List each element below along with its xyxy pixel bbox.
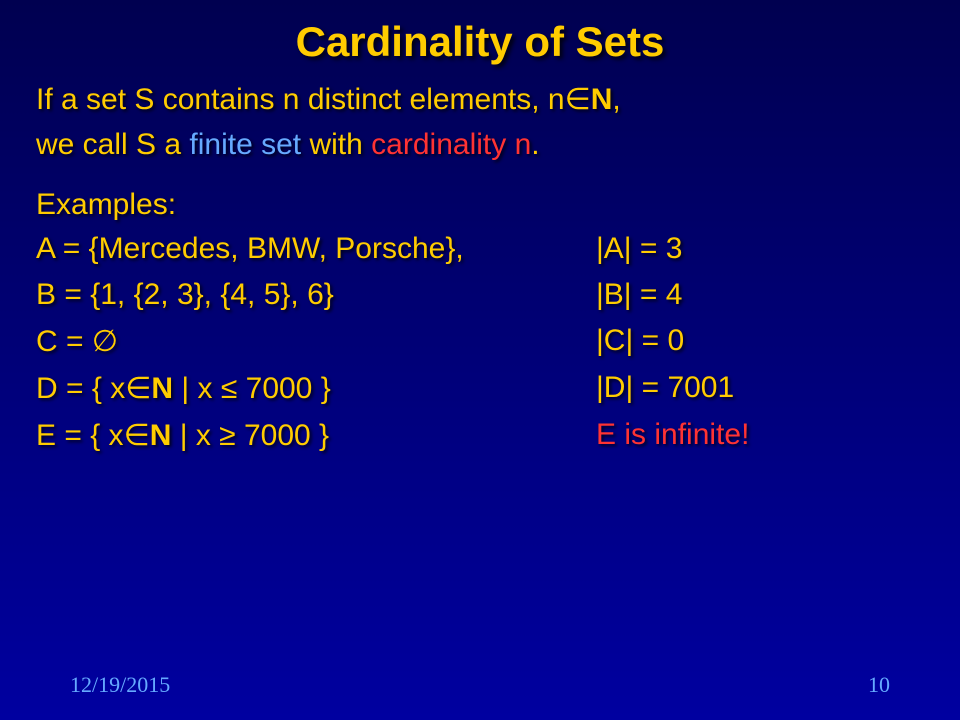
example-row-a: A = {Mercedes, BMW, Porsche}, |A| = 3 bbox=[36, 232, 924, 266]
def-part1: If a set S contains n distinct elements,… bbox=[36, 83, 565, 116]
def-finite-set: finite set bbox=[189, 128, 301, 161]
footer-page: 10 bbox=[868, 672, 890, 698]
examples-label: Examples: bbox=[36, 188, 924, 222]
example-d-right: |D| = 7001 bbox=[596, 371, 924, 406]
def-comma: , bbox=[612, 83, 620, 116]
def-in-symbol: ∈ bbox=[565, 83, 591, 116]
footer-date: 12/19/2015 bbox=[70, 672, 170, 698]
example-b-right: |B| = 4 bbox=[596, 278, 924, 312]
footer: 12/19/2015 10 bbox=[0, 672, 960, 698]
example-row-d: D = { x∈N | x ≤ 7000 } |D| = 7001 bbox=[36, 371, 924, 406]
e-suffix: | x ≥ 7000 } bbox=[171, 419, 329, 452]
d-N: N bbox=[151, 372, 173, 405]
example-e-left: E = { x∈N | x ≥ 7000 } bbox=[36, 418, 596, 453]
example-row-e: E = { x∈N | x ≥ 7000 } E is infinite! bbox=[36, 418, 924, 453]
d-prefix: D = { x bbox=[36, 372, 125, 405]
def-natN: N bbox=[591, 83, 613, 116]
d-suffix: | x ≤ 7000 } bbox=[173, 372, 331, 405]
example-c-left: C = ∅ bbox=[36, 324, 596, 359]
d-in: ∈ bbox=[125, 372, 151, 405]
e-in: ∈ bbox=[124, 419, 150, 452]
example-b-left: B = {1, {2, 3}, {4, 5}, 6} bbox=[36, 278, 596, 312]
example-row-c: C = ∅ |C| = 0 bbox=[36, 324, 924, 359]
example-a-right: |A| = 3 bbox=[596, 232, 924, 266]
example-c-right: |C| = 0 bbox=[596, 324, 924, 359]
definition-line-2: we call S a finite set with cardinality … bbox=[36, 125, 924, 164]
example-a-left: A = {Mercedes, BMW, Porsche}, bbox=[36, 232, 596, 266]
content-area: If a set S contains n distinct elements,… bbox=[0, 80, 960, 453]
example-e-right: E is infinite! bbox=[596, 418, 924, 453]
example-d-left: D = { x∈N | x ≤ 7000 } bbox=[36, 371, 596, 406]
example-row-b: B = {1, {2, 3}, {4, 5}, 6} |B| = 4 bbox=[36, 278, 924, 312]
def-period: . bbox=[531, 128, 539, 161]
def-part2a: we call S a bbox=[36, 128, 189, 161]
e-prefix: E = { x bbox=[36, 419, 124, 452]
def-cardinality-n: cardinality n bbox=[371, 128, 531, 161]
slide-title: Cardinality of Sets bbox=[0, 0, 960, 80]
e-N: N bbox=[150, 419, 172, 452]
def-with: with bbox=[301, 128, 371, 161]
definition-line-1: If a set S contains n distinct elements,… bbox=[36, 80, 924, 119]
